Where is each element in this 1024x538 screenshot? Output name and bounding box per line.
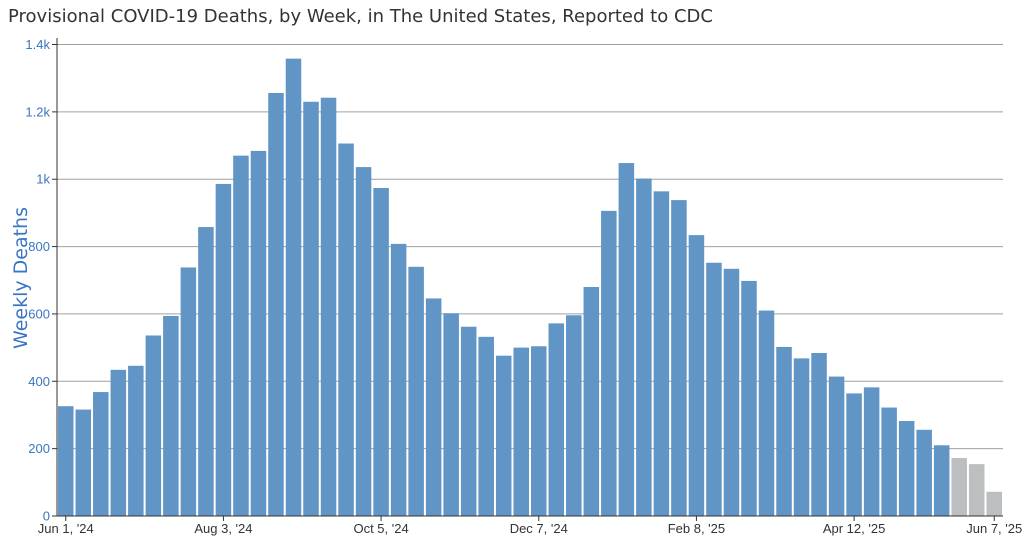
bar[interactable] — [303, 101, 319, 516]
bar[interactable] — [863, 387, 880, 516]
bar[interactable] — [75, 409, 92, 516]
bar[interactable] — [250, 150, 267, 516]
bar[interactable] — [478, 336, 494, 516]
bar[interactable] — [846, 393, 862, 516]
bar-provisional[interactable] — [951, 458, 967, 516]
bar[interactable] — [531, 346, 547, 516]
bar[interactable] — [758, 310, 775, 516]
x-tick-label: Dec 7, '24 — [510, 521, 568, 536]
x-tick-label: Jun 7, '25 — [966, 521, 1022, 536]
bar[interactable] — [583, 286, 600, 516]
bar[interactable] — [443, 313, 459, 516]
grid — [57, 44, 1003, 450]
x-tick-label: Apr 12, '25 — [823, 521, 885, 536]
bar[interactable] — [338, 143, 354, 516]
bar[interactable] — [145, 335, 162, 516]
bar[interactable] — [408, 266, 424, 516]
bar[interactable] — [723, 268, 740, 516]
bar[interactable] — [688, 235, 705, 516]
x-ticks: Jun 1, '24 Aug 3, '24 Oct 5, '24 Dec 7, '24… — [38, 516, 1022, 536]
bar[interactable] — [741, 280, 757, 516]
chart-title: Provisional COVID-19 Deaths, by Week, in… — [8, 6, 713, 27]
bar[interactable] — [233, 155, 249, 516]
bar[interactable] — [898, 421, 915, 516]
y-tick-label: 400 — [28, 374, 50, 389]
bar[interactable] — [636, 178, 652, 516]
bar[interactable] — [285, 58, 302, 517]
bar[interactable] — [828, 376, 845, 516]
x-tick-label: Oct 5, '24 — [353, 521, 408, 536]
bar[interactable] — [355, 167, 372, 516]
bar[interactable] — [373, 187, 389, 517]
bar[interactable] — [128, 365, 144, 516]
bars — [58, 58, 1002, 517]
bar[interactable] — [215, 183, 232, 516]
bar[interactable] — [198, 227, 214, 517]
bar[interactable] — [618, 163, 635, 516]
bar[interactable] — [548, 323, 565, 516]
bar[interactable] — [653, 191, 670, 517]
x-tick-label: Aug 3, '24 — [194, 521, 252, 536]
bar[interactable] — [460, 326, 477, 516]
bar[interactable] — [601, 210, 617, 517]
bar-provisional[interactable] — [986, 491, 1002, 516]
y-tick-label: 1.4k — [25, 37, 50, 52]
bar[interactable] — [180, 267, 197, 516]
bar[interactable] — [566, 315, 582, 516]
bar[interactable] — [933, 445, 950, 516]
y-tick-label: 600 — [28, 306, 50, 321]
y-tick-label: 200 — [28, 441, 50, 456]
bar[interactable] — [671, 200, 687, 516]
bar[interactable] — [58, 406, 74, 516]
y-tick-label: 1.2k — [25, 104, 50, 119]
y-tick-label: 1k — [36, 172, 50, 187]
y-tick-label: 800 — [28, 239, 50, 254]
bar[interactable] — [881, 407, 897, 516]
bar[interactable] — [93, 392, 109, 516]
x-tick-label: Jun 1, '24 — [38, 521, 94, 536]
bar[interactable] — [811, 352, 827, 516]
y-axis-label: Weekly Deaths — [10, 207, 32, 349]
bar[interactable] — [320, 97, 337, 516]
bar[interactable] — [495, 355, 512, 516]
y-ticks: 0 200 400 600 800 1k 1.2k 1.4k — [25, 37, 57, 524]
y-tick-label: 0 — [43, 509, 50, 524]
bar[interactable] — [425, 298, 442, 516]
bar[interactable] — [706, 262, 722, 516]
bar[interactable] — [916, 429, 932, 516]
bar[interactable] — [513, 347, 529, 516]
bar[interactable] — [390, 243, 407, 516]
bar[interactable] — [268, 92, 284, 517]
bar[interactable] — [793, 358, 810, 516]
bar[interactable] — [776, 346, 792, 516]
bar-provisional[interactable] — [968, 464, 985, 516]
bar[interactable] — [110, 369, 127, 516]
bar[interactable] — [163, 315, 179, 516]
x-tick-label: Feb 8, '25 — [668, 521, 725, 536]
axes — [56, 38, 1003, 517]
